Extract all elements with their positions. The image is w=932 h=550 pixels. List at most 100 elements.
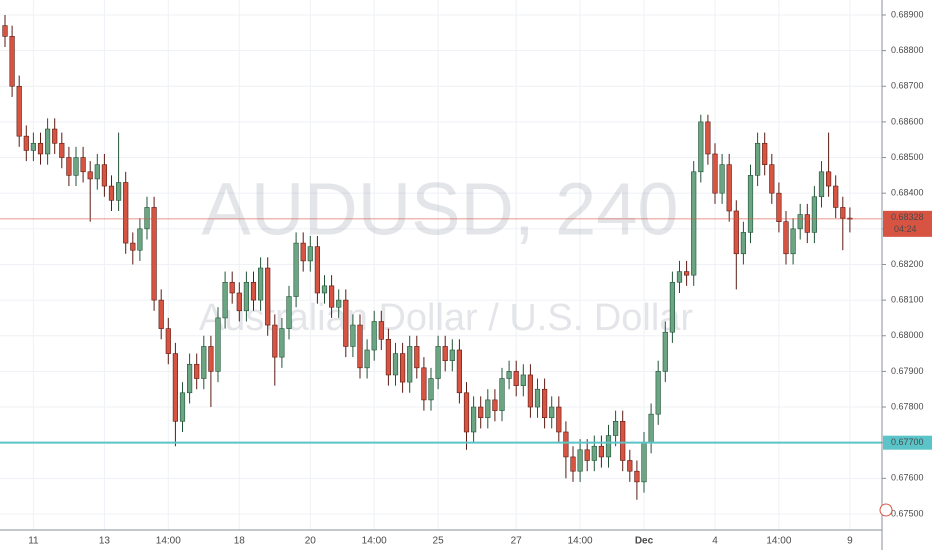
candle-body	[392, 353, 399, 376]
candle-body	[492, 399, 498, 411]
candle-body	[87, 171, 93, 180]
candle-body	[705, 121, 711, 155]
candle-body	[328, 285, 335, 308]
candle-body	[655, 371, 661, 415]
candle-body	[620, 420, 626, 461]
candle-body	[570, 456, 576, 472]
x-tick-label: 14:00	[156, 536, 181, 547]
candle-body	[534, 388, 541, 408]
candle-body	[44, 128, 51, 155]
candle-body	[357, 324, 363, 369]
candle-body	[399, 353, 406, 383]
candle-body	[158, 299, 164, 329]
candle-body	[236, 292, 242, 312]
overlay	[0, 218, 882, 444]
candle-body	[321, 285, 328, 294]
y-tick-label: 0.68500	[891, 152, 924, 162]
y-tick-label: 0.68600	[891, 116, 924, 126]
y-tick-label: 0.68400	[891, 188, 924, 198]
candle-body	[300, 242, 306, 262]
candle-body	[726, 164, 732, 212]
candle-body	[307, 246, 313, 262]
candle-body	[506, 371, 512, 379]
candle-body	[407, 346, 413, 383]
candle-body	[733, 210, 739, 255]
axes: 0.67500 0.67600 0.67700 0.67800 0.67900 0.680…	[28, 9, 932, 547]
candle-body	[30, 142, 37, 151]
candle-body	[414, 346, 420, 369]
level-label-box	[883, 435, 932, 450]
y-tick-label: 0.68800	[891, 45, 924, 55]
watermark: AUDUSD, 240	[201, 168, 678, 251]
y-tick-label: 0.68200	[891, 259, 924, 269]
x-tick-label: 25	[433, 536, 445, 547]
candle-body	[598, 445, 604, 458]
candle-body	[201, 346, 207, 379]
candle-body	[549, 406, 555, 419]
candles	[2, 14, 853, 500]
candle-body	[691, 171, 697, 276]
candle-body	[769, 164, 775, 194]
candle-body	[37, 142, 44, 155]
candle-body	[698, 121, 704, 173]
candle-body	[811, 196, 817, 233]
candle-body	[790, 228, 796, 255]
candle-body	[243, 281, 250, 312]
candle-body	[179, 392, 186, 422]
candle-body	[776, 192, 782, 222]
candle-body	[641, 442, 647, 483]
candle-body	[16, 85, 22, 137]
candle-body	[719, 164, 725, 194]
candle-body	[144, 207, 150, 230]
candle-body	[314, 246, 321, 294]
candle-body	[286, 296, 292, 329]
candle-body	[73, 157, 79, 176]
y-tick-label: 0.68900	[891, 9, 924, 19]
candle-body	[250, 281, 257, 301]
x-tick-label: 13	[99, 536, 111, 547]
candle-body	[470, 406, 477, 433]
candle-body	[754, 142, 761, 176]
candle-body	[187, 363, 193, 394]
candle-body	[669, 281, 675, 333]
y-tick-label: 0.67900	[891, 366, 924, 376]
candle-body	[385, 339, 392, 376]
y-tick-label: 0.68700	[891, 81, 924, 91]
candle-body	[478, 406, 484, 419]
level-label: 0.67700	[891, 437, 924, 447]
candle-body	[101, 164, 107, 187]
candle-body	[605, 435, 612, 458]
candle-body	[265, 267, 271, 326]
candle-body	[591, 445, 597, 461]
candle-body	[648, 413, 654, 443]
candle-body	[456, 349, 463, 394]
candle-body	[378, 321, 384, 340]
candle-body	[151, 207, 157, 301]
candle-body	[612, 420, 619, 436]
price-axis	[882, 0, 932, 550]
candle-body	[9, 36, 15, 87]
candle-body	[23, 135, 29, 151]
candle-body	[123, 182, 129, 244]
candle-body	[662, 331, 668, 372]
candle-body	[442, 346, 448, 361]
candle-body	[634, 470, 640, 483]
candle-body	[527, 374, 533, 408]
candle-body	[94, 164, 100, 180]
y-tick-label: 0.67500	[891, 508, 924, 518]
candle-body	[563, 431, 569, 458]
candle-body	[421, 367, 427, 401]
candle-body	[747, 175, 754, 233]
candle-body	[165, 328, 171, 354]
candle-body	[676, 271, 683, 283]
x-tick-label: 14:00	[362, 536, 387, 547]
candle-body	[2, 25, 8, 37]
price-label: 0.68328	[891, 212, 924, 222]
candle-body	[762, 142, 768, 165]
countdown-label: 04:24	[894, 224, 917, 234]
x-tick-label: 14:00	[568, 536, 593, 547]
candle-body	[137, 228, 143, 251]
candle-body	[130, 242, 136, 251]
candle-body	[59, 142, 65, 158]
